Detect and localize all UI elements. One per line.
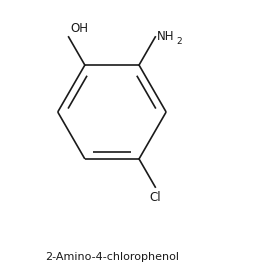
- Text: 2: 2: [177, 37, 182, 46]
- Text: 2-Amino-4-chlorophenol: 2-Amino-4-chlorophenol: [45, 251, 179, 262]
- Text: OH: OH: [70, 22, 88, 35]
- Text: Cl: Cl: [150, 191, 161, 204]
- Text: NH: NH: [157, 31, 175, 43]
